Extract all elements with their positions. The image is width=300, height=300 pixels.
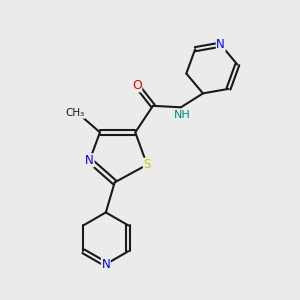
Text: CH₃: CH₃ [65,108,85,118]
Text: N: N [85,154,94,167]
Text: S: S [143,158,151,171]
Text: NH: NH [174,110,191,120]
Text: N: N [216,38,225,51]
Text: N: N [101,258,110,271]
Text: O: O [132,79,142,92]
